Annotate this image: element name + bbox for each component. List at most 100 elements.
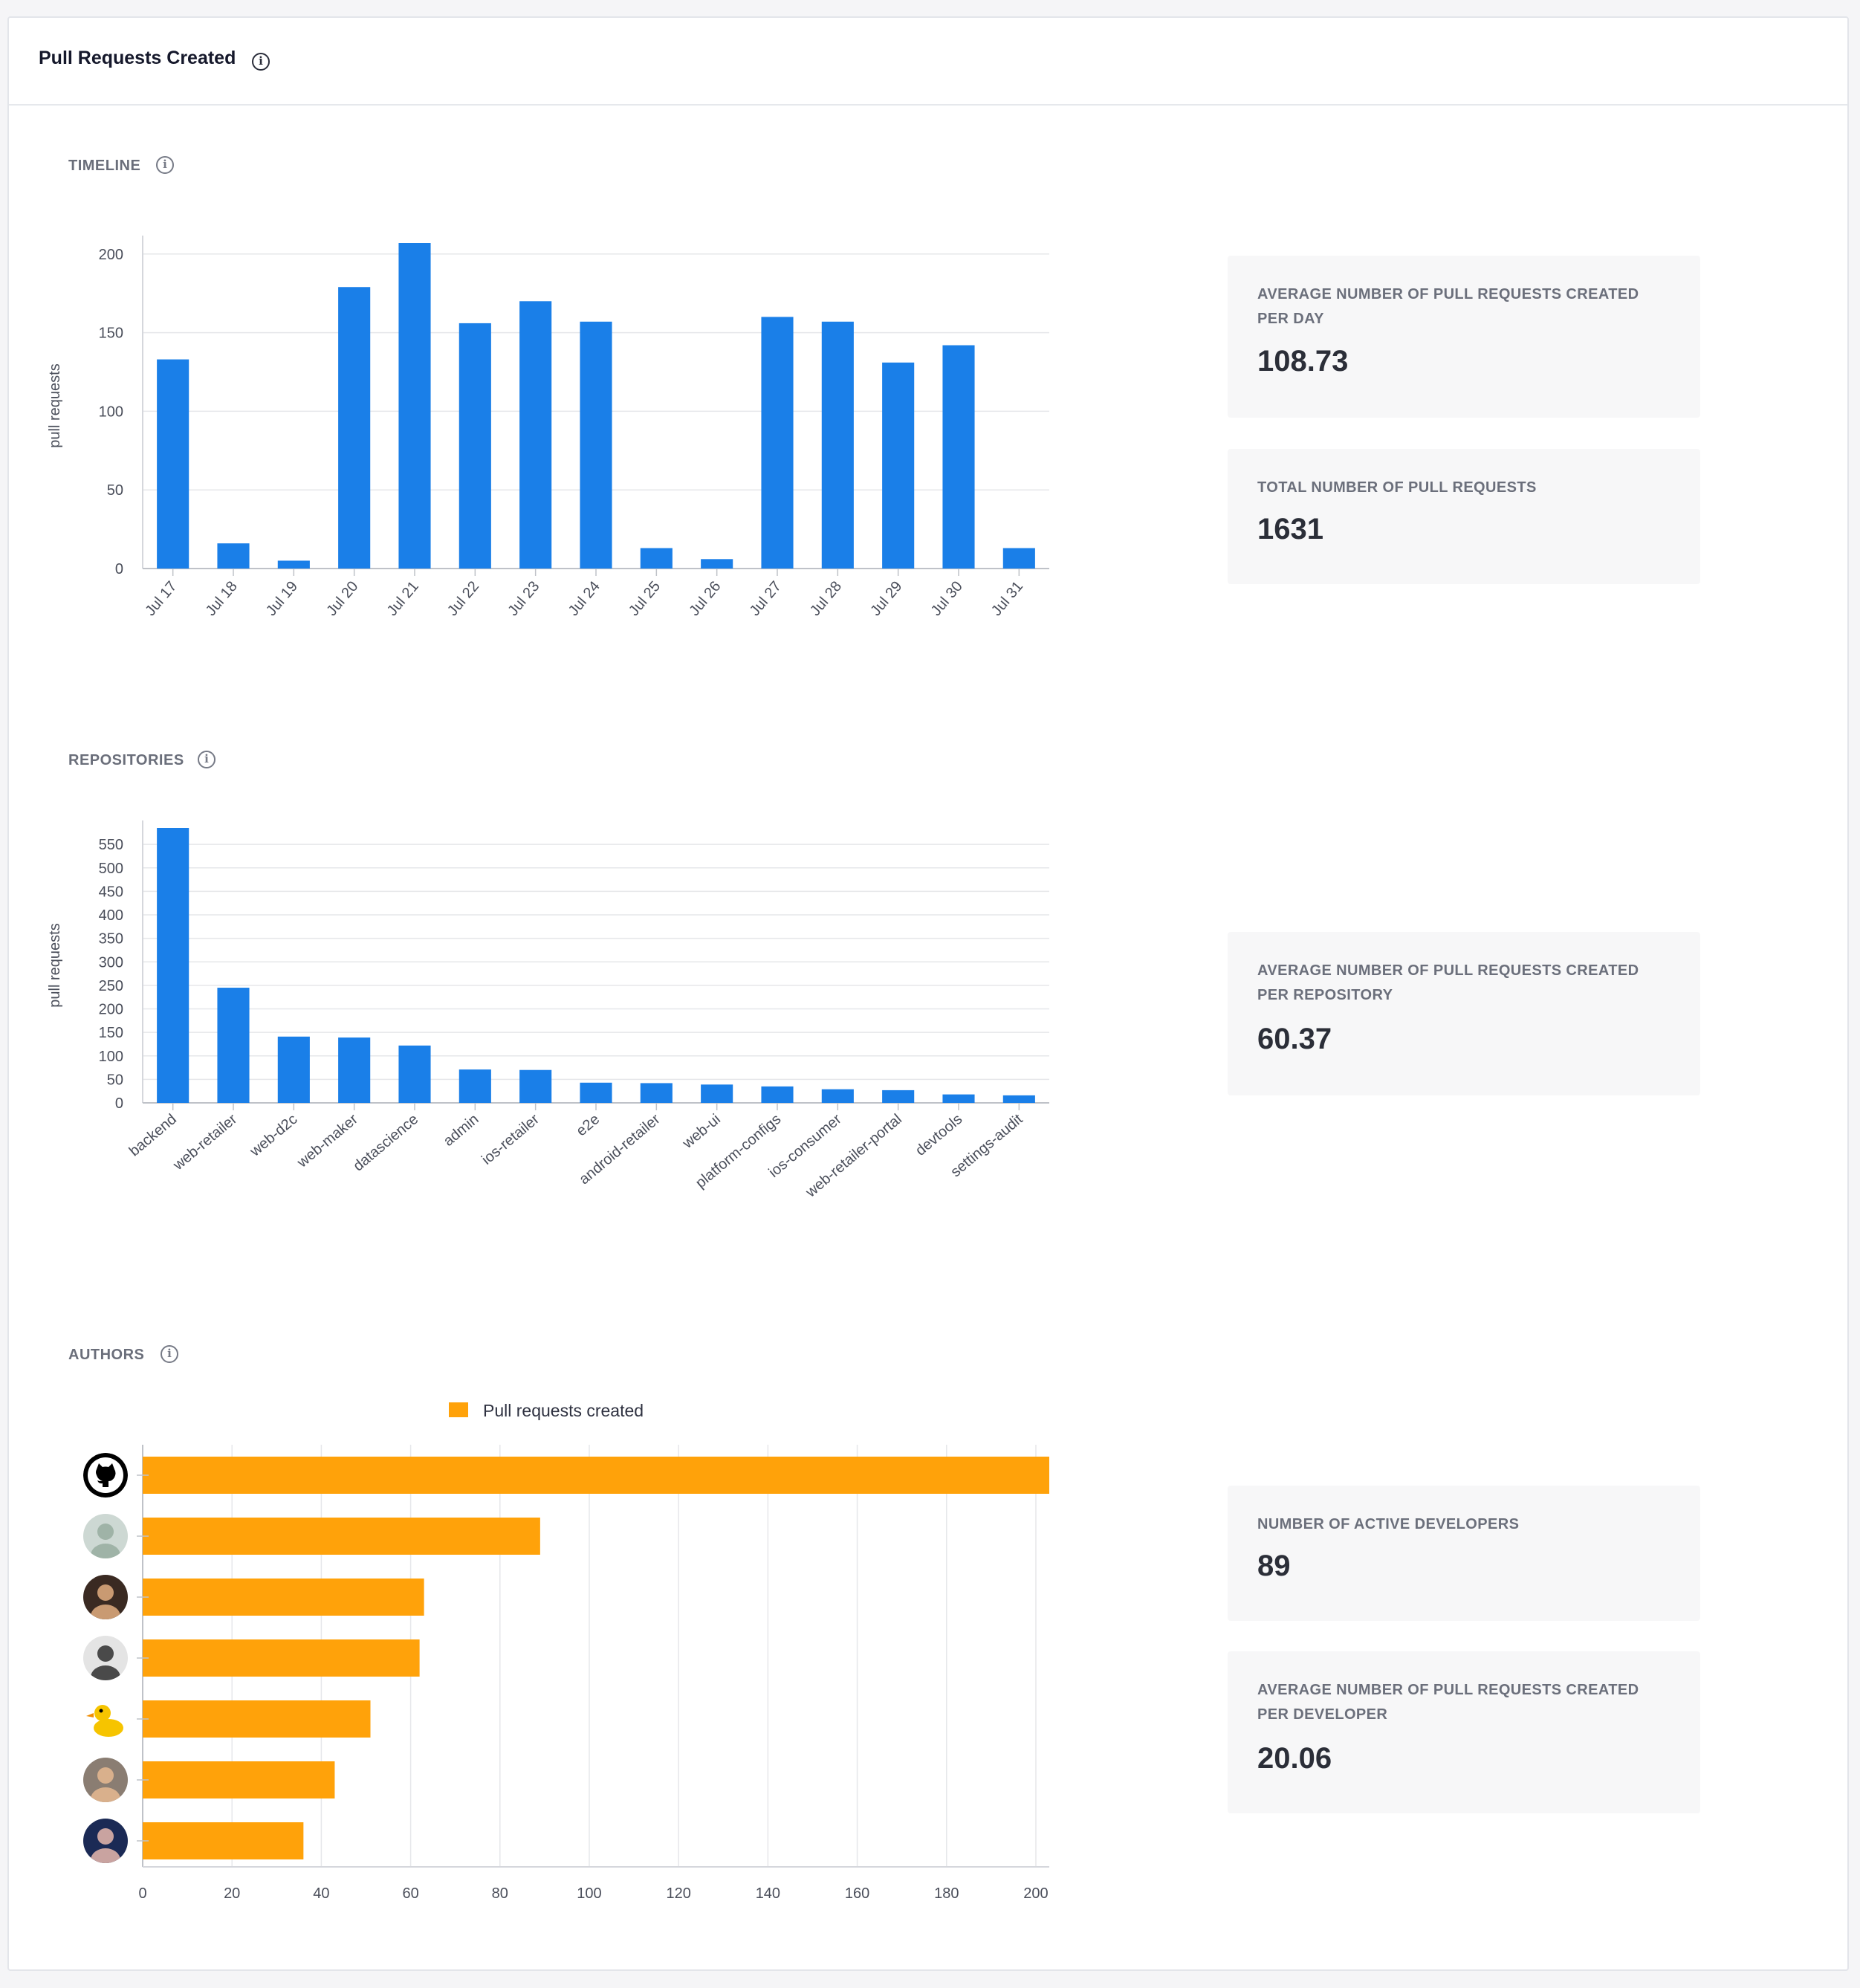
- bar: [143, 1639, 420, 1677]
- stat-card-avg-per-day: AVERAGE NUMBER OF PULL REQUESTS CREATED …: [1228, 256, 1700, 418]
- stat-label: AVERAGE NUMBER OF PULL REQUESTS CREATED …: [1257, 962, 1639, 1003]
- stat-value: 89: [1257, 1550, 1291, 1582]
- panel-title: Pull Requests Created: [39, 48, 236, 68]
- author-avatar: [83, 1636, 128, 1680]
- x-tick-label: 80: [492, 1885, 508, 1902]
- stat-label: AVERAGE NUMBER OF PULL REQUESTS CREATED …: [1257, 1682, 1639, 1723]
- legend-swatch: [449, 1402, 468, 1417]
- x-tick-label: 120: [666, 1885, 690, 1902]
- bar: [217, 543, 250, 569]
- bar: [701, 559, 733, 569]
- x-tick-label: 40: [313, 1885, 329, 1902]
- stat-label: NUMBER OF ACTIVE DEVELOPERS: [1257, 1516, 1520, 1532]
- y-axis-label: pull requests: [47, 363, 63, 447]
- bar: [761, 1086, 794, 1103]
- bar: [338, 287, 371, 569]
- bar: [942, 1094, 975, 1103]
- stat-card-active-devs: NUMBER OF ACTIVE DEVELOPERS 89: [1228, 1486, 1700, 1621]
- stat-value: 20.06: [1257, 1742, 1332, 1775]
- bar: [143, 1579, 424, 1616]
- bar: [1002, 548, 1035, 569]
- bar: [143, 1457, 1049, 1494]
- author-avatar: [83, 1819, 128, 1863]
- author-avatar: [83, 1575, 128, 1619]
- y-tick-label: 200: [99, 1002, 123, 1018]
- repositories-chart: 050100150200250300350400450500550backend…: [47, 820, 1049, 1201]
- y-tick-label: 150: [99, 1025, 123, 1041]
- x-tick-label: 100: [577, 1885, 601, 1902]
- x-tick-label: 20: [224, 1885, 240, 1902]
- y-tick-label: 0: [115, 1095, 123, 1112]
- bar: [640, 1083, 673, 1103]
- stat-card-avg-per-dev: AVERAGE NUMBER OF PULL REQUESTS CREATED …: [1228, 1651, 1700, 1813]
- bar: [580, 1082, 612, 1103]
- bar: [701, 1084, 733, 1103]
- y-tick-label: 350: [99, 931, 123, 948]
- author-avatar: [83, 1758, 128, 1802]
- bar: [398, 243, 431, 569]
- pull-requests-panel: Pull Requests Created i TIMELINE i REPOS…: [7, 16, 1849, 1971]
- y-tick-label: 550: [99, 837, 123, 853]
- timeline-section-label: TIMELINE: [68, 158, 141, 174]
- duck-avatar-icon: [83, 1697, 128, 1741]
- bar: [882, 362, 915, 569]
- repositories-section-label: REPOSITORIES: [68, 752, 184, 768]
- stat-label: AVERAGE NUMBER OF PULL REQUESTS CREATED …: [1257, 286, 1639, 327]
- y-tick-label: 200: [99, 247, 123, 263]
- bar: [277, 560, 310, 569]
- bar: [580, 321, 612, 569]
- bar: [942, 345, 975, 569]
- stat-card-avg-per-repo: AVERAGE NUMBER OF PULL REQUESTS CREATED …: [1228, 932, 1700, 1095]
- bar: [761, 317, 794, 569]
- x-tick-label: 160: [845, 1885, 869, 1902]
- bar: [157, 828, 189, 1103]
- bar: [157, 359, 189, 569]
- legend-label: Pull requests created: [483, 1401, 644, 1420]
- bar: [821, 321, 854, 569]
- stat-value: 1631: [1257, 513, 1323, 545]
- x-tick-label: 0: [138, 1885, 146, 1902]
- bar: [143, 1518, 540, 1555]
- y-tick-label: 0: [115, 561, 123, 577]
- bar: [458, 323, 491, 569]
- y-tick-label: 300: [99, 954, 123, 971]
- info-icon[interactable]: i: [252, 53, 270, 71]
- bar: [143, 1822, 304, 1859]
- bar: [458, 1069, 491, 1103]
- y-tick-label: 250: [99, 978, 123, 994]
- y-tick-label: 50: [107, 482, 123, 499]
- y-tick-label: 500: [99, 861, 123, 877]
- bar: [882, 1089, 915, 1103]
- timeline-info-icon[interactable]: i: [156, 156, 174, 174]
- x-tick-label: 200: [1023, 1885, 1048, 1902]
- stat-value: 108.73: [1257, 345, 1349, 378]
- authors-info-icon[interactable]: i: [161, 1345, 178, 1363]
- y-tick-label: 100: [99, 1049, 123, 1065]
- authors-chart: 0 20 40 60 80 100 120 140 160 180 200 Pull requests…: [137, 1401, 1049, 1902]
- bar: [398, 1045, 431, 1103]
- bar: [143, 1700, 371, 1738]
- x-tick-label: 60: [402, 1885, 418, 1902]
- x-tick-label: 140: [756, 1885, 780, 1902]
- x-tick-label: 180: [934, 1885, 959, 1902]
- bar: [821, 1089, 854, 1103]
- y-tick-label: 100: [99, 404, 123, 420]
- panel-header: Pull Requests Created i: [9, 18, 1847, 106]
- y-axis-label: pull requests: [47, 923, 63, 1007]
- bar: [519, 1069, 552, 1103]
- stat-value: 60.37: [1257, 1023, 1332, 1055]
- bar: [277, 1036, 310, 1103]
- bar: [519, 301, 552, 569]
- bar: [143, 1761, 335, 1798]
- bar: [1002, 1095, 1035, 1103]
- authors-section-label: AUTHORS: [68, 1347, 145, 1363]
- bar: [217, 988, 250, 1103]
- y-tick-label: 450: [99, 884, 123, 900]
- repositories-info-icon[interactable]: i: [198, 751, 216, 768]
- github-logo-icon: [83, 1453, 128, 1498]
- bar: [338, 1037, 371, 1103]
- stat-card-total: TOTAL NUMBER OF PULL REQUESTS 1631: [1228, 449, 1700, 584]
- bar: [640, 548, 673, 569]
- y-tick-label: 50: [107, 1072, 123, 1088]
